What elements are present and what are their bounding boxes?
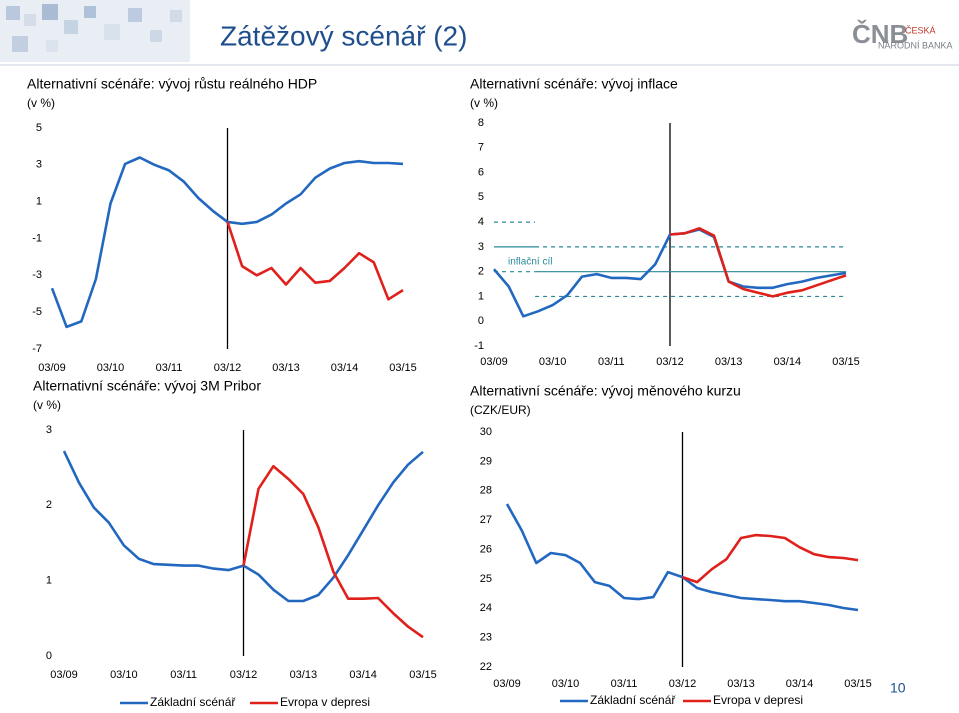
x-tick-label: 03/10 bbox=[539, 356, 567, 368]
logo: ČNB ČESKÁ NÁRODNÍ BANKA bbox=[852, 19, 953, 51]
chart-subtitle: (v %) bbox=[470, 96, 498, 110]
x-tick-label: 03/14 bbox=[786, 678, 814, 690]
annotation: inflační cíl bbox=[508, 257, 552, 268]
y-tick-label: -7 bbox=[32, 343, 42, 355]
x-tick-label: 03/12 bbox=[669, 678, 697, 690]
legend-label: Evropa v depresi bbox=[713, 693, 803, 707]
y-tick-label: 3 bbox=[36, 159, 42, 171]
chart: Alternativní scénáře: vývoj růstu reálné… bbox=[27, 76, 417, 374]
y-tick-label: 25 bbox=[480, 573, 492, 585]
chart-subtitle: (v %) bbox=[27, 96, 55, 110]
legend-label: Základní scénář bbox=[590, 693, 676, 707]
logo-line2: NÁRODNÍ BANKA bbox=[878, 40, 953, 50]
x-tick-label: 03/13 bbox=[272, 362, 300, 374]
chart: Alternativní scénáře: vývoj inflace (v %)… bbox=[470, 76, 860, 368]
mosaic-tile bbox=[170, 10, 182, 22]
y-tick-label: 29 bbox=[480, 455, 492, 467]
x-tick-label: 03/14 bbox=[349, 669, 377, 681]
mosaic-tile bbox=[6, 6, 20, 20]
mosaic-tile bbox=[42, 4, 58, 20]
x-tick-label: 03/15 bbox=[389, 362, 417, 374]
series-line bbox=[242, 464, 424, 639]
x-tick-label: 03/09 bbox=[38, 362, 66, 374]
mosaic-tile bbox=[12, 36, 28, 52]
mosaic-tile bbox=[46, 40, 58, 52]
y-tick-label: 23 bbox=[480, 632, 492, 644]
series-line bbox=[226, 221, 404, 301]
x-tick-label: 03/10 bbox=[97, 362, 125, 374]
x-tick-label: 03/09 bbox=[493, 678, 521, 690]
y-tick-label: -1 bbox=[474, 340, 484, 352]
decor-mosaic bbox=[0, 0, 190, 62]
legend-label: Základní scénář bbox=[150, 695, 236, 709]
x-tick-label: 03/09 bbox=[480, 356, 508, 368]
mosaic-tile bbox=[150, 30, 162, 42]
x-tick-label: 03/13 bbox=[715, 356, 743, 368]
slide-title: Zátěžový scénář (2) bbox=[220, 20, 467, 51]
x-tick-label: 03/11 bbox=[611, 678, 638, 690]
y-tick-label: -1 bbox=[32, 232, 42, 244]
legend-label: Evropa v depresi bbox=[280, 695, 370, 709]
y-tick-label: 5 bbox=[36, 122, 42, 134]
chart-title: Alternativní scénáře: vývoj 3M Pribor bbox=[33, 378, 261, 394]
x-tick-label: 03/12 bbox=[230, 669, 258, 681]
y-tick-label: 22 bbox=[480, 661, 492, 673]
mosaic-tile bbox=[64, 20, 78, 34]
series-line bbox=[682, 533, 859, 584]
x-tick-label: 03/10 bbox=[552, 678, 580, 690]
x-tick-label: 03/14 bbox=[331, 362, 359, 374]
y-tick-label: 0 bbox=[478, 315, 484, 327]
x-tick-label: 03/12 bbox=[656, 356, 684, 368]
x-tick-label: 03/11 bbox=[598, 356, 625, 368]
y-tick-label: 0 bbox=[46, 650, 52, 662]
y-tick-label: 27 bbox=[480, 514, 492, 526]
mosaic-tile bbox=[84, 6, 96, 18]
x-tick-label: 03/13 bbox=[290, 669, 318, 681]
x-tick-label: 03/10 bbox=[110, 669, 138, 681]
y-tick-label: 3 bbox=[46, 424, 52, 436]
y-tick-label: 26 bbox=[480, 543, 492, 555]
chart-title: Alternativní scénáře: vývoj měnového kur… bbox=[470, 383, 741, 399]
logo-mark: ČNB bbox=[852, 19, 908, 49]
y-tick-label: 2 bbox=[46, 499, 52, 511]
x-tick-label: 03/15 bbox=[844, 678, 872, 690]
x-tick-label: 03/13 bbox=[727, 678, 755, 690]
x-tick-label: 03/11 bbox=[156, 362, 183, 374]
logo-line1: ČESKÁ bbox=[905, 25, 936, 35]
chart-title: Alternativní scénáře: vývoj růstu reálné… bbox=[27, 76, 317, 92]
page-number: 10 bbox=[890, 680, 906, 696]
y-tick-label: 1 bbox=[478, 290, 484, 302]
y-tick-label: 6 bbox=[478, 166, 484, 178]
chart-subtitle: (v %) bbox=[33, 398, 61, 412]
y-tick-label: 24 bbox=[480, 602, 492, 614]
y-tick-label: 2 bbox=[478, 266, 484, 278]
y-tick-label: 28 bbox=[480, 485, 492, 497]
y-tick-label: -5 bbox=[32, 306, 42, 318]
mosaic-tile bbox=[104, 24, 120, 40]
y-tick-label: 1 bbox=[36, 196, 42, 208]
chart: Alternativní scénáře: vývoj 3M Pribor (v … bbox=[33, 378, 437, 709]
chart: Alternativní scénáře: vývoj měnového kur… bbox=[470, 383, 872, 707]
y-tick-label: 30 bbox=[480, 426, 492, 438]
mosaic-tile bbox=[128, 8, 142, 22]
y-tick-label: -3 bbox=[32, 269, 42, 281]
series-line bbox=[669, 227, 847, 298]
x-tick-label: 03/14 bbox=[774, 356, 802, 368]
x-tick-label: 03/15 bbox=[409, 669, 437, 681]
y-tick-label: 8 bbox=[478, 117, 484, 129]
y-tick-label: 7 bbox=[478, 142, 484, 154]
y-tick-label: 3 bbox=[478, 241, 484, 253]
x-tick-label: 03/12 bbox=[214, 362, 242, 374]
mosaic-tile bbox=[24, 14, 36, 26]
chart-title: Alternativní scénáře: vývoj inflace bbox=[470, 76, 678, 92]
y-tick-label: 5 bbox=[478, 191, 484, 203]
x-tick-label: 03/09 bbox=[50, 669, 78, 681]
y-tick-label: 1 bbox=[46, 575, 52, 587]
y-tick-label: 4 bbox=[478, 216, 484, 228]
x-tick-label: 03/11 bbox=[170, 669, 197, 681]
x-tick-label: 03/15 bbox=[832, 356, 860, 368]
chart-subtitle: (CZK/EUR) bbox=[470, 403, 531, 417]
